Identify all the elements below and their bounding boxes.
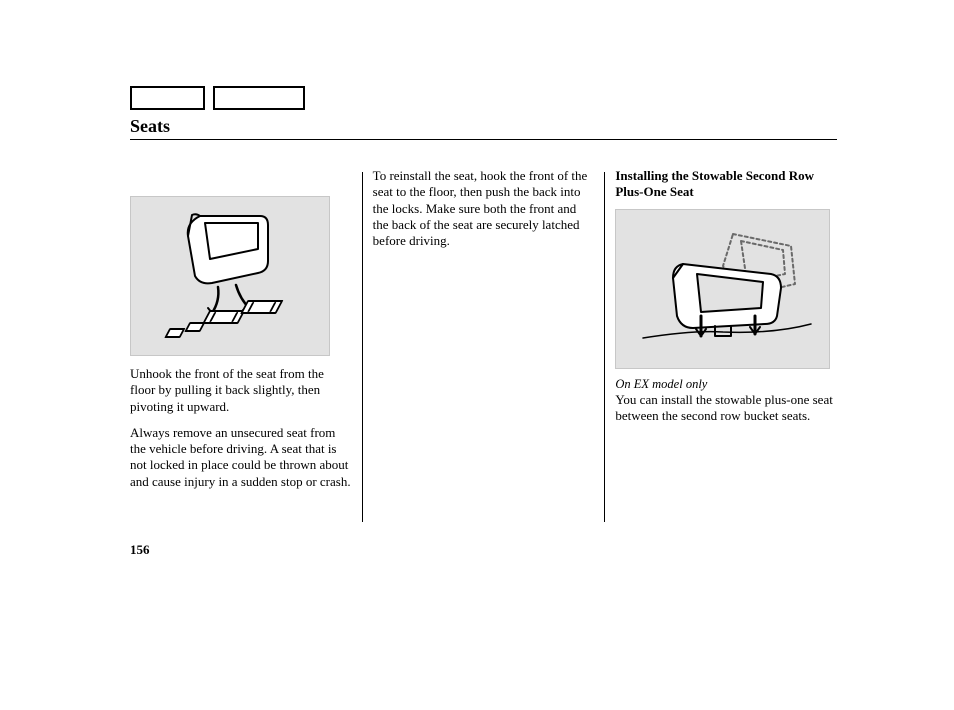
col1-para-1: Unhook the front of the seat from the fl… [130, 366, 352, 415]
tab-box-2 [213, 86, 305, 110]
col3-para-1: You can install the stowable plus-one se… [615, 392, 837, 425]
manual-page: Seats [0, 0, 954, 710]
title-rule [130, 139, 837, 140]
section-title: Seats [130, 116, 170, 137]
seat-removal-figure [130, 196, 330, 356]
col3-model-note: On EX model only [615, 377, 837, 393]
col3-heading: Installing the Stowable Second Row Plus-… [615, 168, 837, 201]
header-tabs [130, 86, 305, 110]
tab-box-1 [130, 86, 205, 110]
seat-install-figure [615, 209, 830, 369]
content-columns: Unhook the front of the seat from the fl… [130, 168, 837, 522]
col2-para-1: To reinstall the seat, hook the front of… [373, 168, 595, 249]
page-number: 156 [130, 542, 150, 558]
col1-para-2: Always remove an unsecured seat from the… [130, 425, 352, 490]
column-2: To reinstall the seat, hook the front of… [363, 168, 605, 522]
column-1: Unhook the front of the seat from the fl… [130, 168, 362, 522]
column-3: Installing the Stowable Second Row Plus-… [605, 168, 837, 522]
